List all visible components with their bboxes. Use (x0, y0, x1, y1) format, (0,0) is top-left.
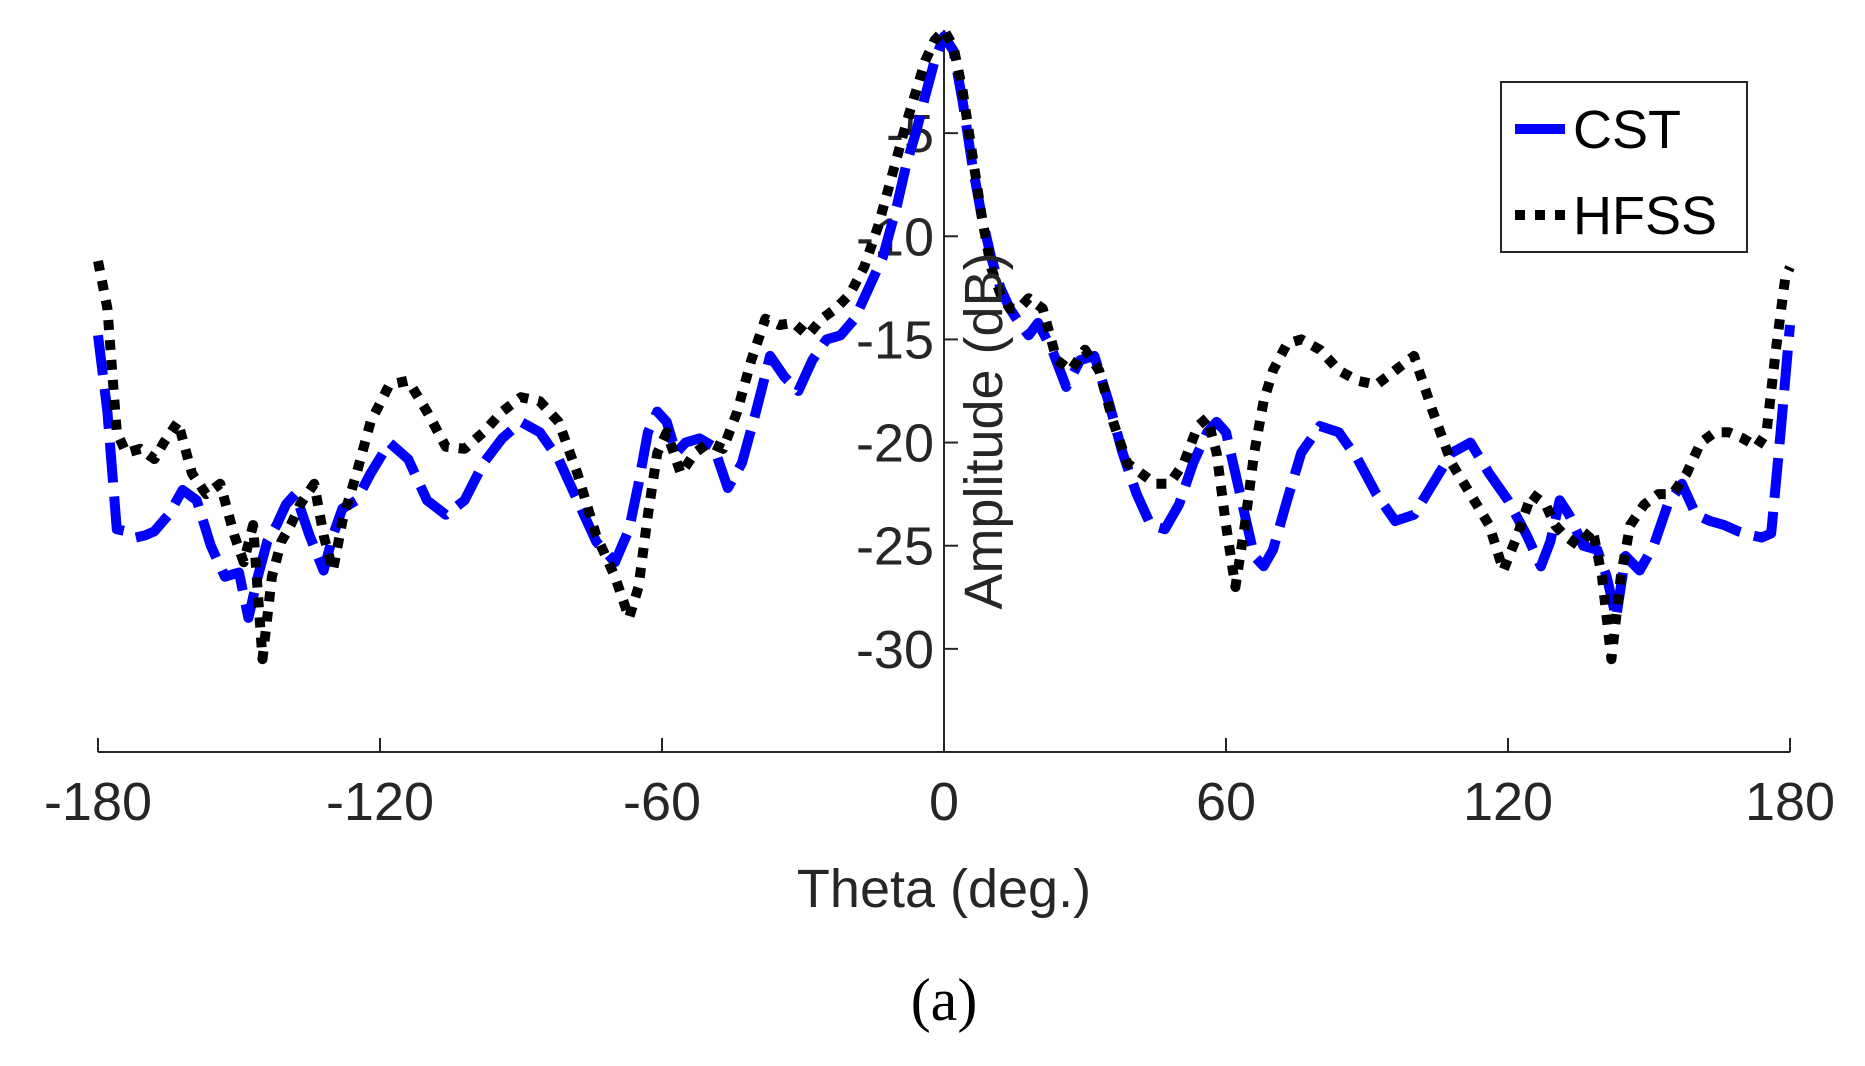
x-tick-label: -180 (44, 772, 152, 832)
x-tick-label: -120 (326, 772, 434, 832)
y-tick-label: -25 (856, 517, 934, 577)
legend: CST HFSS (1500, 81, 1748, 253)
x-axis-title: Theta (deg.) (797, 859, 1091, 919)
x-tick-label: 60 (1196, 772, 1256, 832)
y-tick-label: -20 (856, 414, 934, 474)
y-tick-label: -15 (856, 310, 934, 370)
series-line-hfss (93, 25, 1795, 665)
x-ticks: -180 -120 -60 0 60 120 180 (44, 738, 1835, 832)
y-tick-label: -30 (856, 620, 934, 680)
legend-label-hfss: HFSS (1573, 186, 1717, 246)
y-axis-title: Amplitude (dB) (954, 252, 1014, 609)
panel-label: (a) (911, 967, 978, 1033)
x-tick-label: 180 (1745, 772, 1835, 832)
y-tick-label: -10 (856, 207, 934, 267)
x-tick-label: 120 (1463, 772, 1553, 832)
legend-label-cst: CST (1573, 100, 1681, 160)
legend-box (1500, 81, 1748, 253)
series-layer (93, 25, 1795, 665)
axes: -180 -120 -60 0 60 120 180 -30-25-20-15-10-5 (44, 30, 1835, 832)
x-tick-label: -60 (623, 772, 701, 832)
y-ticks: -30-25-20-15-10-5 (856, 104, 958, 680)
x-tick-label: 0 (929, 772, 959, 832)
